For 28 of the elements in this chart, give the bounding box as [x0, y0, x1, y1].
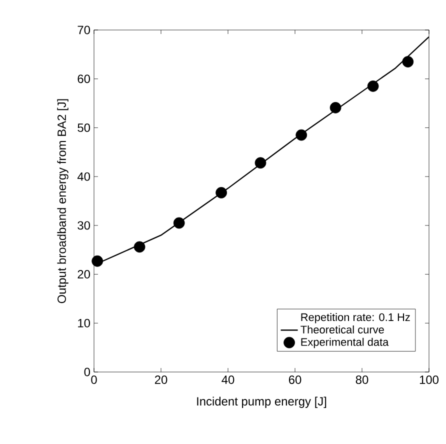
y-tick-label: 50 [78, 123, 90, 132]
point [134, 241, 146, 253]
y-tick-label: 60 [78, 74, 90, 84]
y-tick-label: 0 [84, 368, 90, 376]
y-tick-label: 30 [78, 221, 90, 230]
x-axis-title: Incident pump energy [J] [197, 396, 326, 408]
y-tick-label: 10 [78, 318, 90, 328]
x-tick-label: 100 [420, 376, 439, 384]
x-tick-label: 0 [91, 376, 97, 384]
legend-label: Theoretical curve [300, 325, 384, 334]
point [216, 187, 227, 198]
x-tick-label: 60 [288, 376, 302, 384]
point [173, 217, 185, 229]
x-tick-label: 40 [222, 376, 234, 384]
point [296, 129, 308, 141]
y-tick-label: 40 [77, 172, 90, 181]
point [330, 102, 342, 114]
x-tick-label: 20 [154, 376, 168, 384]
legend-label: Experimental data [301, 338, 389, 348]
y-tick-label: 20 [78, 270, 90, 279]
legend-title: Repetition rate: 0.1 Hz [301, 313, 410, 324]
x-tick-label: 80 [356, 376, 368, 384]
point [92, 255, 104, 267]
y-tick-label: 70 [78, 26, 90, 34]
point [254, 157, 266, 169]
point [367, 80, 379, 92]
y-axis-title: Output broadband energy from BA2 [J] [57, 99, 68, 304]
point [402, 56, 414, 68]
